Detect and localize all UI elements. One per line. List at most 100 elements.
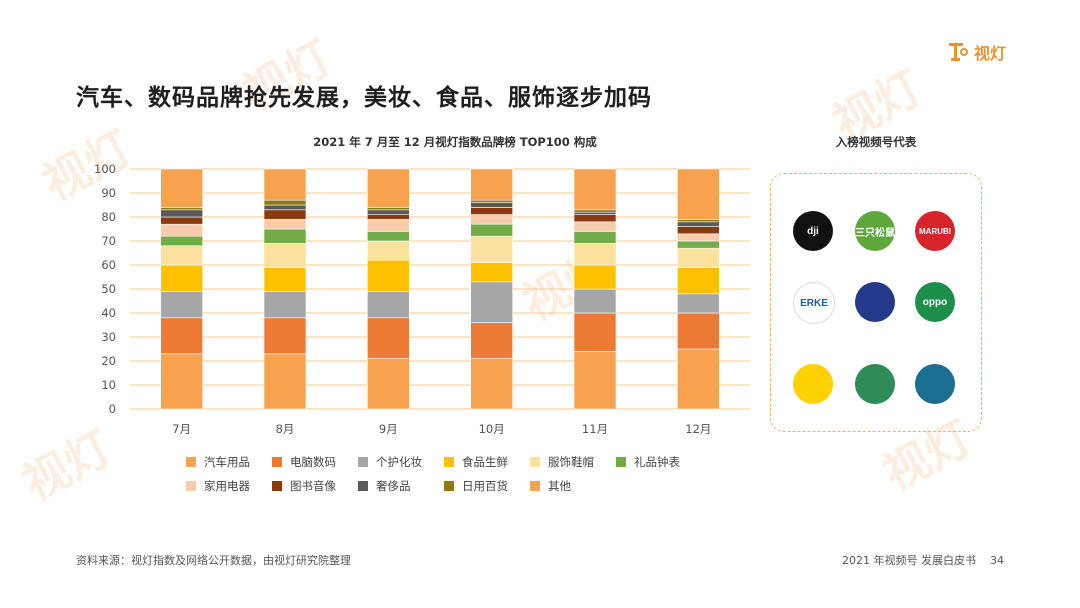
x-tick-label: 12月	[685, 422, 711, 436]
page-number: 34	[990, 554, 1004, 567]
legend-item: 个护化妆	[358, 454, 444, 470]
legend-swatch	[186, 481, 196, 491]
y-tick-label: 30	[101, 330, 116, 344]
legend-item: 其他	[530, 478, 616, 494]
bar-segment	[677, 312, 720, 350]
bar-segment	[470, 235, 513, 263]
legend-swatch	[444, 481, 454, 491]
brand-logo-4: ERKE	[793, 282, 835, 324]
legend-swatch	[530, 481, 540, 491]
legend-item: 日用百货	[444, 478, 530, 494]
bar-segment	[263, 209, 307, 220]
bar-segment	[263, 317, 307, 355]
legend-item: 汽车用品	[186, 454, 272, 470]
x-tick-label: 10月	[479, 422, 505, 436]
bar-segment	[470, 199, 513, 203]
brand-logo-6: oppo	[915, 282, 955, 322]
legend-item: 服饰鞋帽	[530, 454, 616, 470]
legend-item: 奢侈品	[358, 478, 444, 494]
legend-item: 图书音像	[272, 478, 358, 494]
bar-segment	[263, 204, 307, 211]
legend-item: 食品生鲜	[444, 454, 530, 470]
source-note: 资料来源：视灯指数及网络公开数据，由视灯研究院整理	[76, 554, 351, 567]
bar-segment	[573, 231, 617, 244]
brand-logo-2: 三只松鼠	[855, 211, 895, 251]
legend-label: 电脑数码	[290, 455, 336, 469]
bar-segment	[160, 245, 203, 266]
bar-segment	[367, 219, 410, 232]
legend-label: 食品生鲜	[462, 455, 508, 469]
bar-segment	[470, 262, 513, 283]
bar-segment	[677, 293, 720, 314]
bar-segment	[160, 209, 203, 218]
bar-segment	[263, 199, 307, 206]
bar-segment	[677, 233, 720, 242]
legend-swatch	[444, 457, 454, 467]
logo-text: 视灯	[973, 44, 1006, 63]
bar-segment	[470, 202, 513, 208]
legend-swatch	[186, 457, 196, 467]
y-tick-label: 20	[101, 354, 116, 368]
brand-label: ERKE	[800, 297, 828, 309]
bar-segment	[367, 231, 410, 242]
bar-segment	[470, 168, 513, 201]
y-tick-label: 100	[94, 162, 116, 176]
bar-segment	[470, 223, 513, 237]
bar-segment	[470, 281, 513, 323]
brands-panel: dji 三只松鼠 MARUBI ERKE oppo	[770, 173, 982, 432]
bar-segment	[367, 259, 410, 292]
bar-segment	[573, 243, 617, 266]
x-tick-label: 8月	[276, 422, 295, 436]
brand-label: oppo	[922, 296, 948, 308]
bar-segment	[160, 264, 203, 292]
y-tick-label: 80	[101, 210, 116, 224]
bar-segment	[677, 226, 720, 235]
bar-segment	[263, 353, 307, 410]
legend-label: 其他	[548, 479, 571, 493]
bar-segment	[160, 291, 203, 319]
bar-segment	[367, 214, 410, 220]
brand-label: MARUBI	[919, 226, 951, 236]
brand-logo-3: MARUBI	[915, 211, 955, 251]
legend-label: 家用电器	[204, 479, 250, 493]
bar-segment	[573, 209, 617, 213]
bar-segment	[367, 168, 410, 208]
bar-segment	[263, 219, 307, 230]
bar-segment	[470, 322, 513, 359]
y-tick-label: 50	[101, 282, 116, 296]
brands-panel-title: 入榜视频号代表	[835, 135, 917, 149]
legend-item: 家用电器	[186, 478, 272, 494]
bar-segment	[573, 214, 617, 223]
bar-segment	[160, 235, 203, 247]
legend-swatch	[358, 481, 368, 491]
bar-segment	[677, 348, 720, 410]
legend-label: 汽车用品	[204, 455, 250, 469]
legend-label: 礼品钟表	[634, 455, 680, 469]
bar-segment	[470, 358, 513, 410]
bar-segment	[263, 228, 307, 244]
bar-segment	[573, 168, 617, 211]
bar-segment	[677, 219, 720, 223]
bar-segment	[367, 240, 410, 261]
y-tick-label: 0	[109, 402, 116, 416]
bar-segment	[677, 240, 720, 249]
bar-segment	[573, 221, 617, 232]
x-tick-label: 9月	[379, 422, 398, 436]
legend-label: 图书音像	[290, 479, 336, 493]
legend-label: 服饰鞋帽	[548, 455, 594, 469]
chart-legend: 汽车用品 电脑数码 个护化妆 食品生鲜 服饰鞋帽 礼品钟表家用电器 图书音像 奢侈品 日用百货 其…	[186, 454, 706, 494]
bar-segment	[160, 168, 203, 208]
bar-segment	[470, 207, 513, 215]
y-tick-label: 10	[101, 378, 116, 392]
bar-segment	[573, 211, 617, 215]
bar-segment	[160, 353, 203, 410]
bar-segment	[263, 168, 307, 201]
bar-segment	[263, 267, 307, 292]
chart-title: 2021 年 7 月至 12 月视灯指数品牌榜 TOP100 构成	[313, 135, 597, 149]
legend-item: 礼品钟表	[616, 454, 702, 470]
bar-segment	[677, 267, 720, 295]
brand-logo-1: dji	[793, 211, 833, 251]
bar-segment	[160, 207, 203, 211]
bar-segment	[573, 351, 617, 410]
